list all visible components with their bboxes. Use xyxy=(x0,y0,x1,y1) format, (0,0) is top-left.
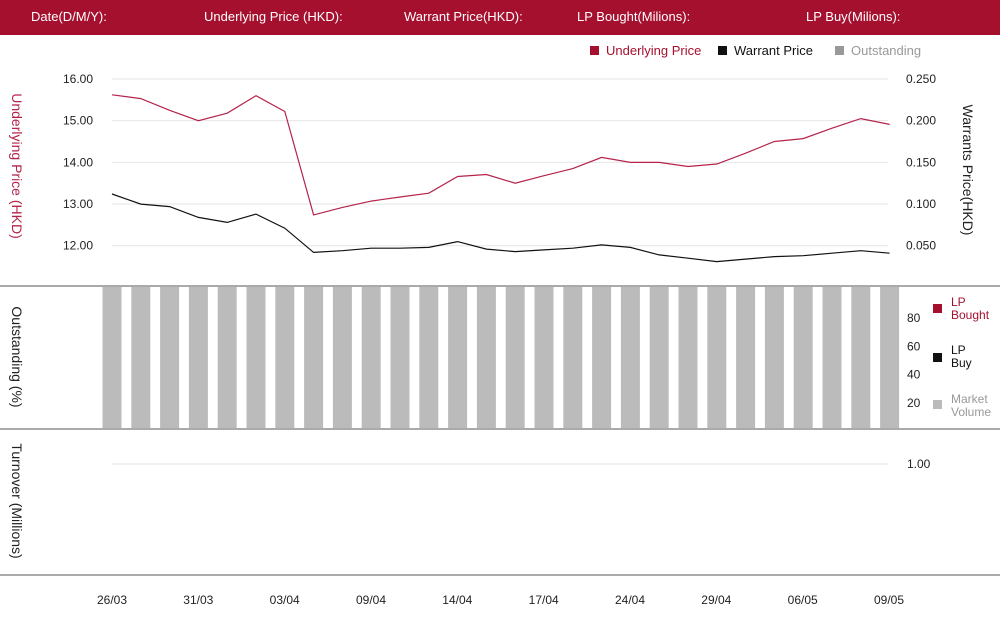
outstanding-bar xyxy=(448,287,468,428)
outstanding-bar xyxy=(332,287,352,428)
legend-lp-bought-line2: Bought xyxy=(951,308,990,322)
price-series xyxy=(111,94,890,263)
turnover-axis-ticks: 1.00 xyxy=(907,457,931,471)
legend-lp-buy-swatch xyxy=(933,353,942,362)
outstanding-axis-ticks: 20 40 60 80 xyxy=(907,311,921,410)
legend-market-volume-swatch xyxy=(933,400,942,409)
legend-market-volume[interactable]: Market Volume xyxy=(933,393,999,423)
legend-lp-buy-line1: LP xyxy=(951,343,966,357)
legend-lp-buy[interactable]: LP Buy xyxy=(933,344,999,374)
header-bar: Date(D/M/Y): Underlying Price (HKD): War… xyxy=(0,0,1000,35)
warrant-tick-label: 0.200 xyxy=(906,114,936,128)
date-tick-label: 03/04 xyxy=(270,593,300,607)
date-tick-label: 29/04 xyxy=(701,593,731,607)
legend-lp-buy-line2: Buy xyxy=(951,356,972,370)
outstanding-bar xyxy=(217,287,237,428)
underlying-price-label: Underlying Price (HKD): xyxy=(204,9,343,24)
outstanding-bar xyxy=(304,287,324,428)
outstanding-bar xyxy=(476,287,496,428)
date-tick-label: 17/04 xyxy=(529,593,559,607)
underlying-axis-ticks: 12.00 13.00 14.00 15.00 16.00 xyxy=(63,72,93,253)
warrant-tick-label: 0.250 xyxy=(906,72,936,86)
outstanding-tick-label: 60 xyxy=(907,339,921,353)
outstanding-bar xyxy=(678,287,698,428)
outstanding-bar xyxy=(793,287,813,428)
legend-underlying-price[interactable]: Underlying Price xyxy=(590,43,701,58)
legend-warrant-swatch xyxy=(718,46,727,55)
warrant-tick-label: 0.100 xyxy=(906,197,936,211)
legend-warrant-text: Warrant Price xyxy=(734,43,813,58)
outstanding-bar xyxy=(131,287,151,428)
date-axis-ticks: 26/03 31/03 03/04 09/04 14/04 17/04 24/04 29/04… xyxy=(97,593,904,607)
lp-buy-label: LP Buy(Milions): xyxy=(806,9,901,24)
legend-warrant-price[interactable]: Warrant Price xyxy=(718,43,813,58)
underlying-tick-label: 12.00 xyxy=(63,239,93,253)
outstanding-bar xyxy=(707,287,727,428)
legend-outstanding[interactable]: Outstanding xyxy=(835,43,921,58)
legend-market-volume-line1: Market xyxy=(951,392,988,406)
outstanding-bar xyxy=(563,287,583,428)
outstanding-bar xyxy=(246,287,266,428)
underlying-price-line xyxy=(111,94,890,216)
outstanding-bar xyxy=(419,287,439,428)
warrant-axis-ticks: 0.050 0.100 0.150 0.200 0.250 xyxy=(906,72,936,253)
outstanding-bar xyxy=(102,287,122,428)
legend-underlying-swatch xyxy=(590,46,599,55)
outstanding-bar xyxy=(505,287,525,428)
outstanding-bar xyxy=(649,287,669,428)
date-tick-label: 31/03 xyxy=(183,593,213,607)
outstanding-tick-label: 80 xyxy=(907,311,921,325)
date-tick-label: 14/04 xyxy=(442,593,472,607)
date-tick-label: 09/05 xyxy=(874,593,904,607)
outstanding-bar xyxy=(188,287,208,428)
outstanding-bar xyxy=(620,287,640,428)
outstanding-bar xyxy=(851,287,871,428)
underlying-tick-label: 14.00 xyxy=(63,155,93,169)
legend-lp-bought[interactable]: LP Bought xyxy=(933,296,999,326)
turnover-tick-label: 1.00 xyxy=(907,457,931,471)
outstanding-tick-label: 40 xyxy=(907,368,921,382)
date-tick-label: 26/03 xyxy=(97,593,127,607)
outstanding-bar xyxy=(592,287,612,428)
outstanding-bar xyxy=(275,287,295,428)
date-label: Date(D/M/Y): xyxy=(31,9,107,24)
outstanding-bar xyxy=(534,287,554,428)
date-tick-label: 09/04 xyxy=(356,593,386,607)
warrant-price-line xyxy=(111,193,890,263)
warrant-price-label: Warrant Price(HKD): xyxy=(404,9,523,24)
legend-underlying-text: Underlying Price xyxy=(606,43,702,58)
legend-lp-bought-line1: LP xyxy=(951,295,966,309)
outstanding-bars xyxy=(102,287,900,428)
legend-outstanding-text: Outstanding xyxy=(851,43,922,58)
legend-lp-bought-swatch xyxy=(933,304,942,313)
outstanding-bar xyxy=(160,287,180,428)
price-gridlines xyxy=(112,78,888,247)
outstanding-bar xyxy=(764,287,784,428)
underlying-tick-label: 16.00 xyxy=(63,72,93,86)
lp-bought-label: LP Bought(Milions): xyxy=(577,9,691,24)
underlying-tick-label: 15.00 xyxy=(63,114,93,128)
date-tick-label: 24/04 xyxy=(615,593,645,607)
outstanding-bar xyxy=(390,287,410,428)
outstanding-bar xyxy=(736,287,756,428)
warrant-tick-label: 0.050 xyxy=(906,239,936,253)
legend-outstanding-swatch xyxy=(835,46,844,55)
underlying-tick-label: 13.00 xyxy=(63,197,93,211)
outstanding-bar xyxy=(822,287,842,428)
outstanding-bar xyxy=(880,287,900,428)
outstanding-bar xyxy=(361,287,381,428)
legend-market-volume-line2: Volume xyxy=(951,405,992,419)
date-tick-label: 06/05 xyxy=(788,593,818,607)
warrant-tick-label: 0.150 xyxy=(906,155,936,169)
outstanding-tick-label: 20 xyxy=(907,396,921,410)
